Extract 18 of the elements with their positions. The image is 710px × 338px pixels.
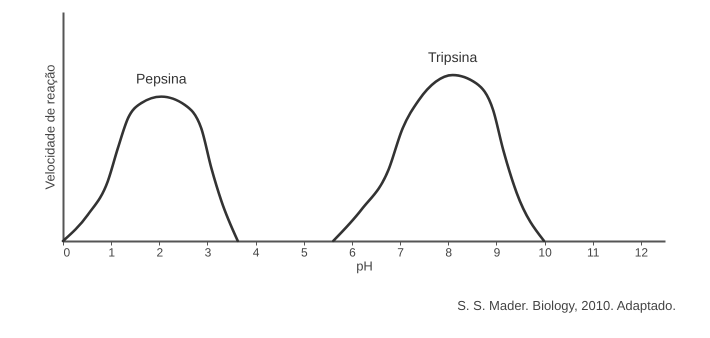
- x-axis-title: pH: [356, 258, 373, 274]
- x-tick-label: 2: [156, 246, 164, 260]
- x-tick-label: 9: [494, 246, 501, 260]
- x-tick-label: 11: [587, 246, 600, 260]
- x-tick-label: 1: [108, 246, 116, 260]
- series-label: Tripsina: [428, 49, 478, 66]
- x-tick-label: 6: [349, 246, 356, 260]
- x-tick-label: 8: [445, 246, 452, 260]
- x-tick-label: 12: [634, 246, 648, 260]
- y-axis-title: Velocidade de reação: [42, 64, 58, 190]
- series-label: Pepsina: [136, 70, 187, 87]
- x-tick-label: 4: [252, 246, 260, 260]
- x-tick-label: 5: [300, 246, 308, 260]
- x-tick-label: 10: [538, 246, 552, 260]
- x-tick-label: 0: [64, 246, 70, 260]
- text: S. S. Mader. Biology, 2010. Adaptado.: [457, 298, 676, 313]
- x-tick-label: 7: [397, 246, 404, 260]
- x-tick-label: 3: [204, 246, 212, 260]
